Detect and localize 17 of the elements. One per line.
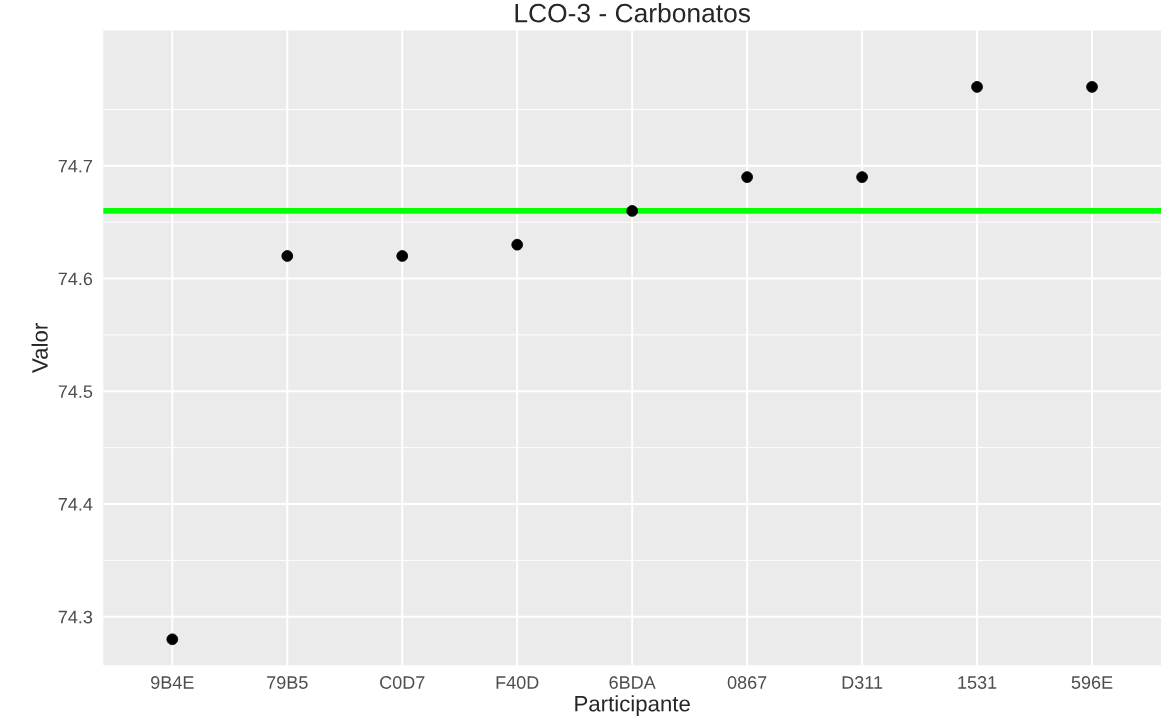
x-tick-label: 9B4E (151, 676, 194, 689)
y-tick-label: 74.4 (58, 498, 93, 511)
y-axis-title: Valor (31, 323, 48, 373)
x-tick-label: 1531 (958, 676, 997, 689)
x-tick-label: 79B5 (267, 676, 308, 689)
y-tick-label: 74.7 (58, 159, 93, 173)
x-tick-label: 0867 (727, 676, 767, 689)
x-tick-label: 596E (1071, 676, 1113, 689)
y-tick-label: 74.6 (58, 272, 93, 286)
chart-title: LCO-3 - Carbonatos (515, 3, 751, 23)
x-tick-label: D311 (842, 676, 883, 689)
x-tick-label: C0D7 (380, 676, 425, 689)
y-tick-label: 74.5 (58, 385, 93, 398)
y-tick-label: 74.3 (58, 610, 93, 624)
x-tick-label: F40D (496, 676, 539, 689)
x-tick-label: 6BDA (609, 676, 656, 689)
x-axis-title: Participante (575, 695, 690, 716)
